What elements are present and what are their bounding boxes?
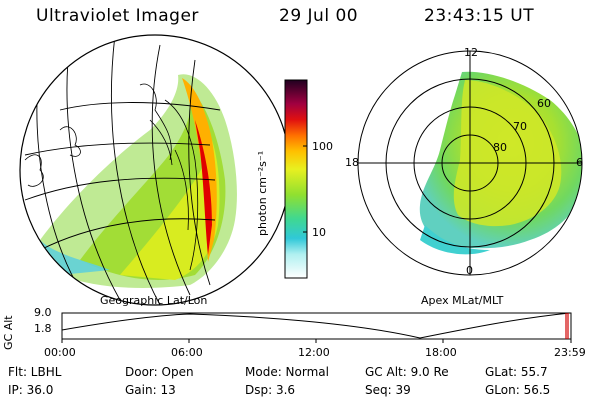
left-panel-caption: Geographic Lat/Lon [100, 294, 208, 307]
mlt-label-18: 18 [345, 156, 359, 169]
colorbar-tick-100: 100 [312, 140, 333, 153]
aurora-bright [120, 130, 220, 280]
colorbar-unit-label: photon cm⁻²s⁻¹ [256, 150, 269, 236]
geographic-panel [24, 35, 237, 305]
track-xtick-1200: 12:00 [298, 346, 330, 359]
mlt-label-12: 12 [464, 46, 478, 59]
mlt-label-6: 6 [576, 156, 583, 169]
status-glon: GLon: 56.5 [485, 383, 551, 397]
date-label: 29 Jul 00 [279, 6, 359, 26]
track-xtick-1800: 18:00 [425, 346, 457, 359]
color-bar [284, 79, 308, 279]
polar-panel [419, 71, 582, 255]
track-xtick-2359: 23:59 [554, 346, 586, 359]
time-label: 23:43:15 UT [424, 6, 535, 26]
polar-grid [357, 50, 583, 276]
lat-ring-80: 80 [493, 141, 507, 154]
lat-ring-70: 70 [513, 120, 527, 133]
track-xtick-0000: 00:00 [44, 346, 76, 359]
status-filter: Flt: LBHL [8, 365, 62, 379]
aurora-limb-red [195, 120, 212, 255]
instrument-title: Ultraviolet Imager [36, 6, 199, 26]
right-panel-caption: Apex MLat/MLT [421, 294, 504, 307]
status-seq: Seq: 39 [365, 383, 411, 397]
colorbar-tick-10: 10 [312, 226, 326, 239]
altitude-curve [61, 312, 571, 339]
status-mode: Mode: Normal [245, 365, 329, 379]
status-glat: GLat: 55.7 [485, 365, 548, 379]
track-ytick-low: 1.8 [34, 322, 52, 335]
status-gc-alt: GC Alt: 9.0 Re [365, 365, 449, 379]
status-ip: IP: 36.0 [8, 383, 54, 397]
coastlines [24, 83, 199, 271]
altitude-track-frame [61, 312, 572, 340]
mlt-label-0: 0 [466, 264, 473, 277]
status-door: Door: Open [125, 365, 194, 379]
track-ticks [61, 339, 572, 343]
track-axis-label: GC Alt [2, 315, 15, 350]
lat-ring-60: 60 [537, 97, 551, 110]
status-gain: Gain: 13 [125, 383, 176, 397]
track-ytick-high: 9.0 [34, 306, 52, 319]
track-xtick-0600: 06:00 [171, 346, 203, 359]
status-dsp: Dsp: 3.6 [245, 383, 296, 397]
